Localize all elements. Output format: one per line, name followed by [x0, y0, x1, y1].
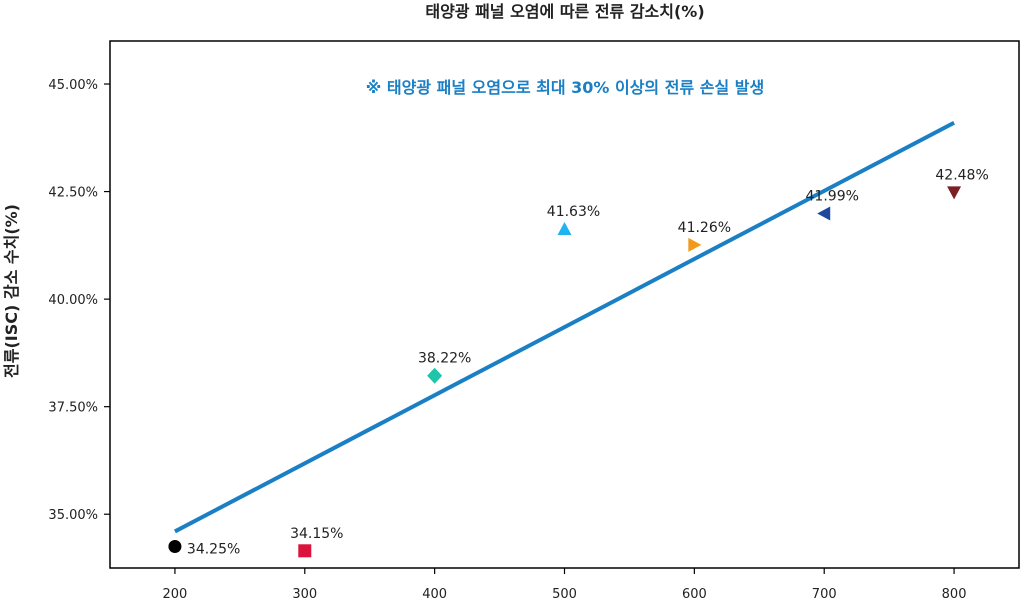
chart-annotation: ※ 태양광 패널 오염으로 최대 30% 이상의 전류 손실 발생	[366, 78, 764, 97]
x-tick-label: 800	[942, 587, 967, 600]
chart-title: 태양광 패널 오염에 따른 전류 감소치(%)	[425, 2, 704, 21]
point-marker	[688, 237, 702, 252]
data-label: 38.22%	[418, 351, 471, 367]
y-tick-label: 42.50%	[48, 186, 98, 201]
point-marker	[947, 186, 962, 200]
x-tick-label: 500	[552, 587, 577, 600]
point-marker	[168, 539, 182, 553]
point-marker	[427, 367, 443, 384]
x-tick-label: 400	[422, 587, 447, 600]
x-tick-label: 200	[163, 587, 188, 600]
data-label: 34.15%	[290, 526, 343, 542]
data-label: 41.26%	[678, 220, 731, 236]
y-tick-label: 40.00%	[48, 293, 98, 308]
x-tick-label: 300	[292, 587, 317, 600]
y-tick-label: 35.00%	[48, 508, 98, 523]
point-marker	[557, 221, 572, 235]
trendline-group	[173, 120, 956, 534]
y-axis-label: 전류(ISC) 감소 수치(%)	[2, 204, 21, 378]
y-tick-label: 37.50%	[48, 401, 98, 416]
data-label: 41.99%	[806, 189, 859, 205]
data-label: 34.25%	[187, 541, 240, 557]
markers-group	[168, 186, 962, 558]
data-label: 41.63%	[547, 204, 600, 220]
point-marker	[298, 544, 312, 558]
data-labels-group: 34.25% 34.15% 38.22% 41.63% 41.26% 41.99% 42.4…	[187, 167, 989, 557]
y-tick-label: 45.00%	[48, 78, 98, 93]
plot-frame	[109, 40, 1020, 569]
x-axis-ticks: 200 300 400 500 600 700 800	[163, 568, 967, 600]
trendline	[173, 120, 956, 534]
y-axis-ticks: 35.00% 37.50% 40.00% 42.50% 45.00%	[48, 78, 110, 523]
point-marker	[817, 206, 831, 221]
x-tick-label: 600	[682, 587, 707, 600]
x-tick-label: 700	[812, 587, 837, 600]
data-label: 42.48%	[935, 167, 988, 183]
